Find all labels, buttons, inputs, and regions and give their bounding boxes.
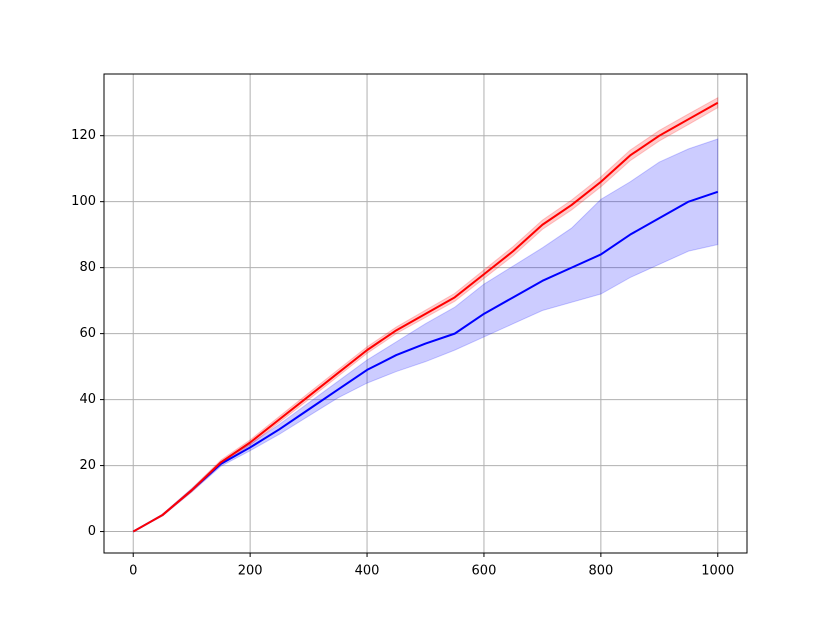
y-tick-label: 120 [71,128,96,143]
marks-layer [132,96,719,533]
x-tick-label: 0 [129,564,137,579]
line [132,190,719,533]
y-tick-label: 40 [79,392,96,407]
x-tick-label: 400 [355,564,380,579]
y-tick-label: 100 [71,194,96,209]
ticks-layer: 0 200 400 600 800 1000 0 20 40 60 80 100 120 [71,128,734,578]
x-tick-label: 800 [588,564,613,579]
y-tick-label: 0 [88,524,96,539]
grid-layer [104,74,747,553]
y-tick-label: 80 [79,260,96,275]
plot-frame [103,73,748,554]
line [132,101,719,533]
x-tick-label: 200 [238,564,263,579]
x-tick-label: 1000 [701,564,734,579]
y-tick-label: 20 [79,458,96,473]
y-tick-label: 60 [79,326,96,341]
x-tick-label: 600 [472,564,497,579]
